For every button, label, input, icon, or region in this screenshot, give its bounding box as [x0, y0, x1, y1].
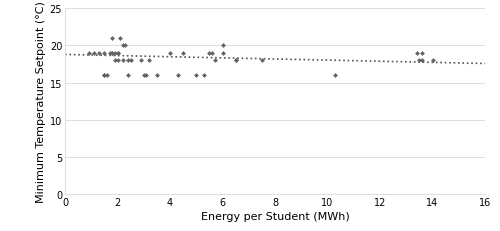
- Point: [108, 52, 116, 55]
- Point: [122, 44, 130, 48]
- Point: [100, 74, 108, 78]
- Point: [119, 44, 127, 48]
- Point: [428, 59, 436, 63]
- Point: [108, 37, 116, 41]
- Point: [332, 74, 340, 78]
- Point: [174, 74, 182, 78]
- Point: [114, 52, 122, 55]
- Point: [166, 52, 174, 55]
- Point: [142, 74, 150, 78]
- Point: [418, 52, 426, 55]
- Point: [232, 59, 239, 63]
- Point: [218, 44, 226, 48]
- Point: [100, 52, 108, 55]
- Point: [95, 52, 103, 55]
- Point: [210, 59, 218, 63]
- Point: [258, 59, 266, 63]
- Point: [140, 74, 148, 78]
- Point: [114, 52, 122, 55]
- Point: [84, 52, 92, 55]
- Point: [126, 59, 134, 63]
- Point: [111, 52, 119, 55]
- Point: [418, 59, 426, 63]
- Point: [111, 59, 119, 63]
- Point: [145, 59, 153, 63]
- Point: [137, 59, 145, 63]
- Point: [200, 74, 208, 78]
- Point: [100, 74, 108, 78]
- Point: [416, 59, 424, 63]
- Point: [218, 52, 226, 55]
- Point: [119, 59, 127, 63]
- Point: [108, 52, 116, 55]
- Point: [106, 52, 114, 55]
- Point: [153, 74, 161, 78]
- Point: [179, 52, 187, 55]
- Point: [116, 37, 124, 41]
- Point: [232, 59, 239, 63]
- Point: [413, 52, 421, 55]
- Point: [90, 52, 98, 55]
- Point: [206, 52, 214, 55]
- Point: [124, 59, 132, 63]
- X-axis label: Energy per Student (MWh): Energy per Student (MWh): [200, 211, 350, 221]
- Point: [208, 52, 216, 55]
- Point: [114, 59, 122, 63]
- Point: [103, 74, 111, 78]
- Point: [124, 74, 132, 78]
- Y-axis label: Minimum Temperature Setpoint (°C): Minimum Temperature Setpoint (°C): [36, 1, 46, 202]
- Point: [192, 74, 200, 78]
